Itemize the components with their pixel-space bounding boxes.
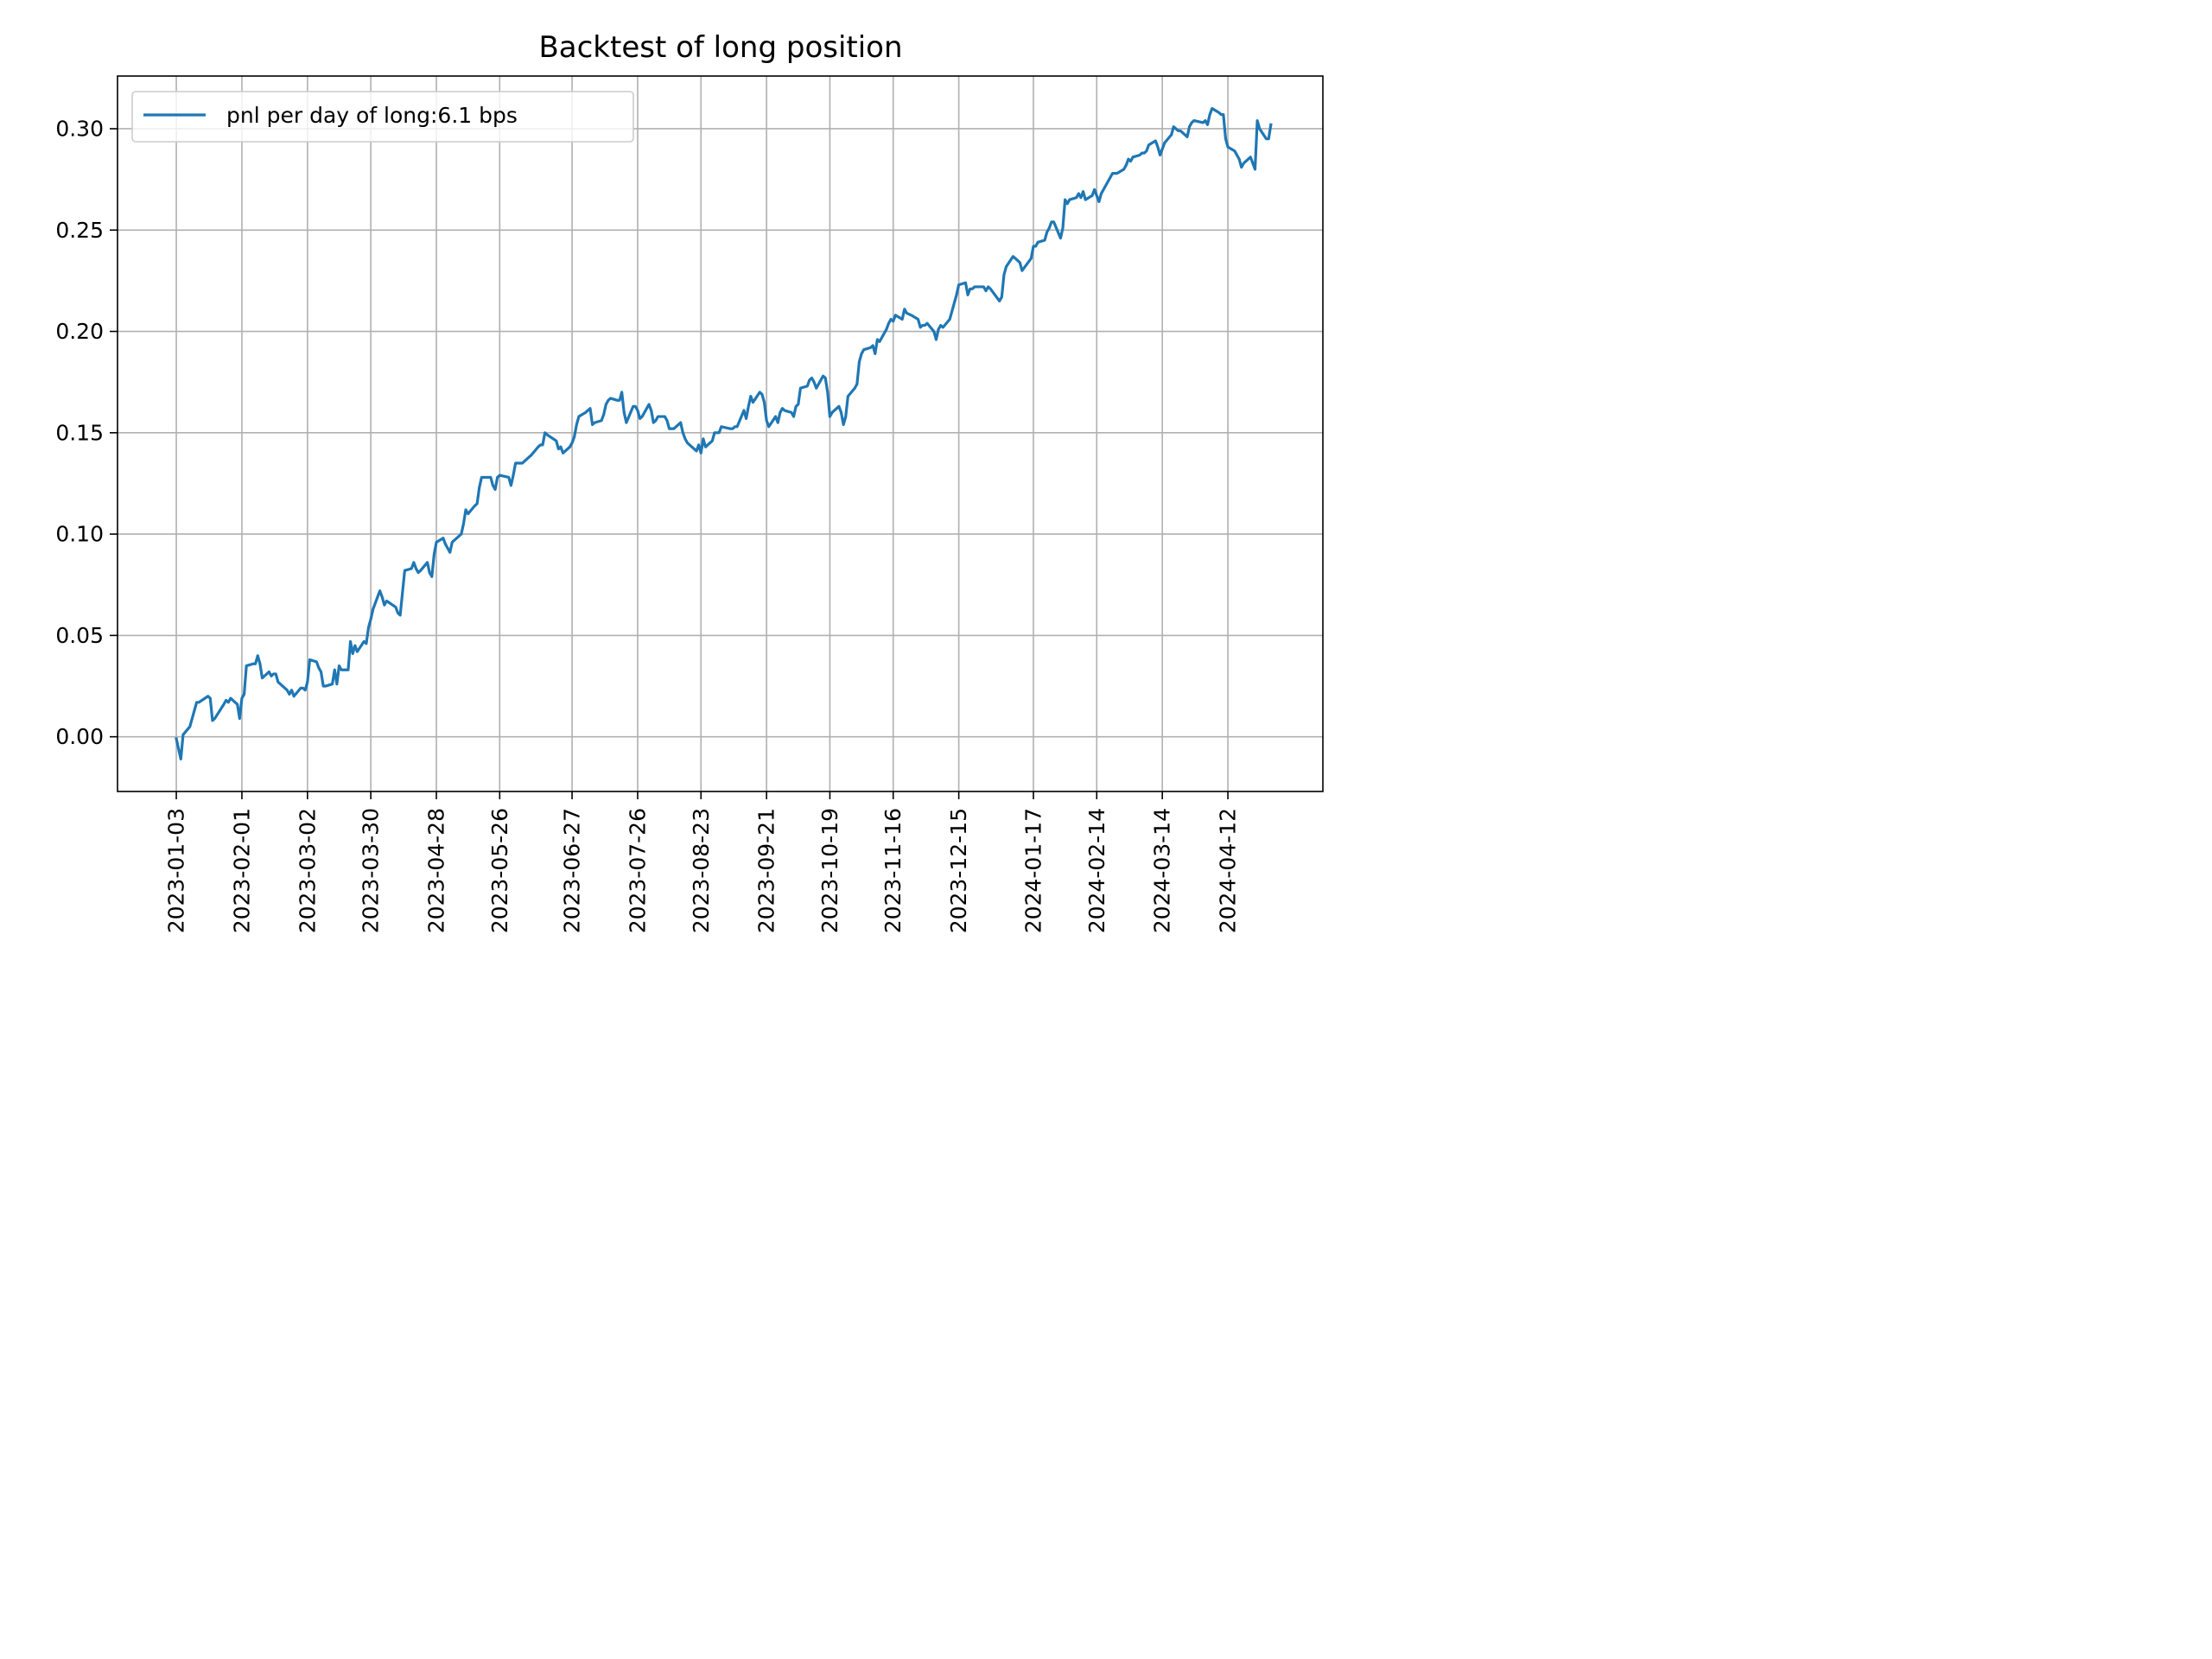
x-axis-ticks: 2023-01-03 2023-02-01 2023-03-02 2023-03-30…: [164, 791, 1241, 933]
y-tick-label: 0.30: [55, 116, 104, 141]
x-tick-label: 2023-08-23: [689, 808, 714, 933]
legend: pnl per day of long:6.1 bps: [131, 91, 634, 143]
y-tick-label: 0.05: [55, 623, 104, 648]
line-chart: Backtest of long position 2023-01-03 2023…: [0, 0, 1355, 1016]
grid-lines: [118, 76, 1323, 791]
y-tick-label: 0.25: [55, 218, 104, 243]
x-tick-label: 2023-03-30: [359, 808, 384, 933]
plot-frame: [117, 75, 1324, 792]
x-tick-label: 2023-07-26: [625, 808, 650, 933]
y-tick-label: 0.00: [55, 724, 104, 749]
x-tick-label: 2023-04-28: [424, 808, 449, 933]
series-layer: [175, 106, 1273, 761]
y-axis-ticks: 0.00 0.05 0.10 0.15 0.20 0.25 0.30: [55, 116, 118, 749]
x-tick-label: 2024-02-14: [1084, 808, 1109, 933]
x-tick-label: 2023-09-21: [754, 808, 779, 933]
x-tick-label: 2023-05-26: [487, 808, 512, 933]
chart-title: Backtest of long position: [538, 30, 902, 65]
x-tick-label: 2024-03-14: [1150, 808, 1175, 933]
y-tick-label: 0.10: [55, 522, 104, 547]
legend-label: pnl per day of long:6.1 bps: [226, 103, 518, 128]
x-tick-label: 2023-06-27: [560, 808, 585, 933]
y-tick-label: 0.20: [55, 319, 104, 344]
x-tick-label: 2023-01-03: [164, 808, 189, 933]
x-tick-label: 2023-12-15: [946, 808, 971, 933]
x-tick-label: 2024-04-12: [1216, 808, 1241, 933]
x-tick-label: 2023-10-19: [817, 808, 842, 933]
legend-box: [131, 91, 634, 143]
y-tick-label: 0.15: [55, 420, 104, 445]
x-tick-label: 2023-11-16: [880, 808, 906, 933]
series-line: [175, 106, 1273, 761]
x-tick-label: 2023-02-01: [229, 808, 254, 933]
figure-background: [0, 0, 1355, 1016]
x-tick-label: 2023-03-02: [295, 808, 320, 933]
x-tick-label: 2024-01-17: [1020, 808, 1046, 933]
